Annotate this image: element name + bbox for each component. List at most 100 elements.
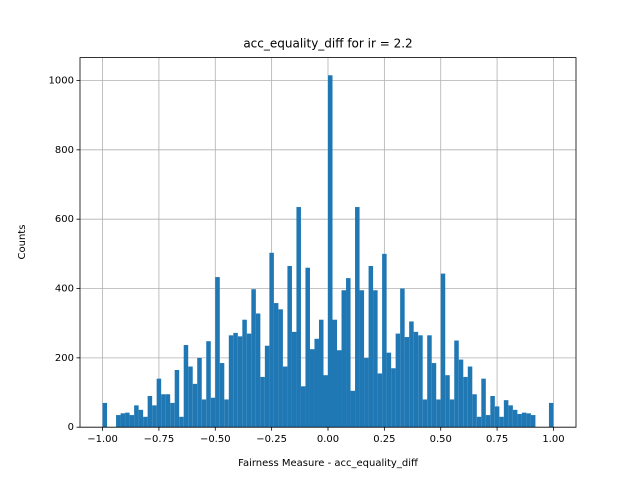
bar (188, 366, 193, 428)
bar (391, 368, 396, 428)
bar (228, 335, 234, 428)
bar (368, 265, 374, 428)
x-tick-label: 0.75 (486, 434, 508, 445)
bar (346, 278, 351, 428)
bar (449, 399, 455, 428)
bar (350, 390, 356, 428)
bar (436, 399, 441, 428)
bar (201, 399, 207, 428)
bar (134, 405, 139, 428)
bar (427, 335, 432, 428)
bar (224, 399, 229, 428)
bar (454, 340, 459, 428)
bar (143, 416, 148, 428)
bar (422, 399, 428, 428)
bar (341, 290, 347, 428)
bar (152, 405, 157, 428)
bar (116, 415, 121, 428)
chart-title: acc_equality_diff for ir = 2.2 (243, 37, 412, 51)
bar (215, 277, 220, 428)
bar (233, 332, 238, 428)
y-tick-label: 400 (55, 284, 74, 295)
bar (246, 333, 252, 428)
bar (296, 207, 301, 428)
bar (364, 357, 369, 428)
bar (278, 309, 283, 428)
bar (156, 378, 162, 428)
bar (386, 352, 392, 428)
bar (129, 415, 135, 428)
bar (251, 289, 256, 428)
x-tick-label: −0.25 (256, 434, 287, 445)
bar (508, 405, 513, 428)
bar (314, 338, 319, 428)
bar (499, 416, 504, 428)
bar (174, 369, 180, 428)
bar (431, 363, 437, 428)
bar (404, 337, 410, 428)
bar (237, 336, 243, 428)
bar (445, 375, 450, 428)
y-tick-label: 600 (55, 214, 74, 225)
bar (309, 349, 315, 428)
bar (458, 359, 464, 428)
bar (521, 412, 527, 428)
bar (318, 319, 324, 428)
bar (530, 415, 536, 428)
bar (476, 416, 482, 428)
bar (512, 409, 518, 428)
bar (467, 366, 473, 428)
bar (170, 402, 175, 428)
bar (255, 313, 261, 428)
bar (485, 415, 491, 428)
y-tick-label: 200 (55, 353, 74, 364)
bar (328, 75, 333, 428)
bar (377, 373, 383, 428)
bar (165, 394, 171, 428)
bar (337, 350, 342, 428)
bar (291, 331, 297, 428)
bar (418, 335, 423, 428)
x-tick-label: −0.50 (200, 434, 231, 445)
x-tick-label: −0.75 (144, 434, 175, 445)
bar (206, 341, 211, 428)
y-tick-label: 0 (68, 422, 74, 433)
bar (120, 413, 126, 428)
bar (287, 265, 292, 428)
bar (409, 321, 414, 428)
bar (395, 333, 401, 428)
bar (332, 319, 338, 428)
bar (490, 395, 495, 428)
bar (300, 386, 306, 428)
bar (125, 412, 130, 428)
x-tick-label: 0.00 (317, 434, 339, 445)
y-tick-label: 800 (55, 145, 74, 156)
bar (517, 414, 522, 428)
bar (260, 376, 265, 428)
bar (463, 376, 468, 428)
bar (219, 363, 225, 428)
bar (183, 345, 189, 428)
bar (400, 288, 405, 428)
bar (494, 406, 500, 428)
bar (161, 394, 166, 428)
bar (269, 252, 274, 428)
bars (102, 75, 554, 428)
x-tick-label: 0.50 (430, 434, 452, 445)
y-axis-label: Counts (17, 225, 28, 260)
bar (382, 253, 387, 428)
y-tick-label: 1000 (49, 75, 74, 86)
bar (147, 395, 153, 428)
x-axis-label: Fairness Measure - acc_equality_diff (238, 458, 419, 469)
bar (197, 357, 202, 428)
bar (503, 400, 509, 428)
bar (355, 207, 360, 428)
bar (210, 397, 216, 428)
x-tick-label: −1.00 (87, 434, 118, 445)
plot-frame (79, 57, 577, 428)
bar (359, 290, 365, 428)
bar (179, 416, 184, 428)
bar (102, 402, 108, 428)
